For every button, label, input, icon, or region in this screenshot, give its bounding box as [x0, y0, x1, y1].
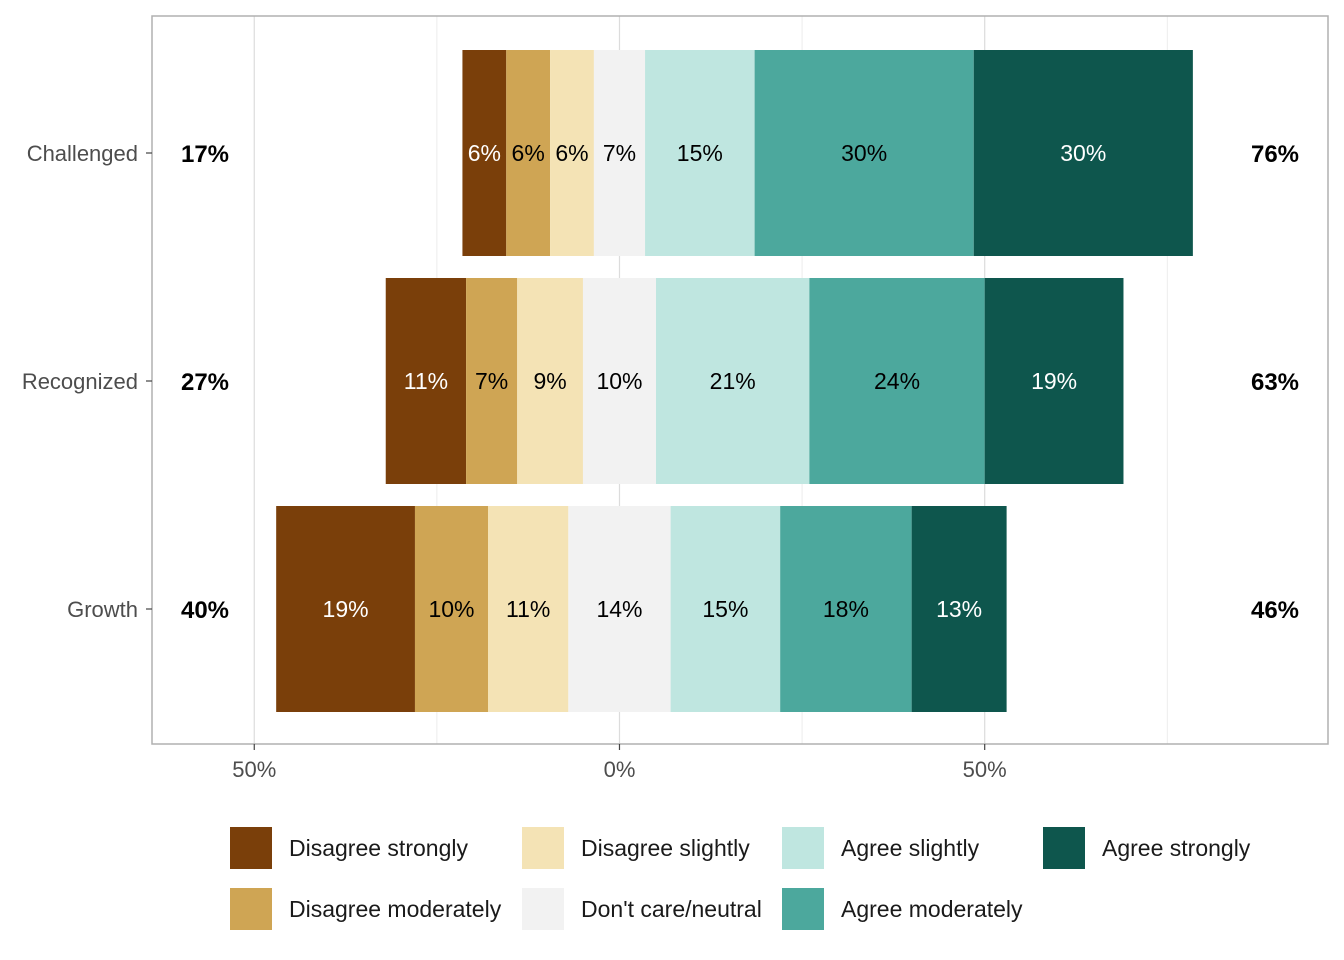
segment-value-label: 14%	[596, 596, 642, 622]
segment-value-label: 19%	[1031, 368, 1077, 394]
bar-segment	[414, 506, 488, 712]
y-tick-label: Growth	[67, 597, 138, 622]
bar-segment	[488, 506, 569, 712]
bar-segment	[466, 278, 518, 484]
bar-segment	[645, 50, 755, 256]
segment-value-label: 6%	[555, 140, 588, 166]
bar-segment	[550, 50, 594, 256]
bar-segment	[670, 506, 781, 712]
right-total-label: 46%	[1251, 597, 1299, 624]
segment-value-label: 15%	[702, 596, 748, 622]
left-total-label: 40%	[181, 597, 229, 624]
x-tick-label: 50%	[963, 757, 1007, 782]
axes: Challenged Recognized Growth 50% 0% 50%	[22, 15, 1329, 782]
bar-segment	[276, 506, 415, 712]
bar-segment	[754, 50, 974, 256]
segment-value-label: 30%	[841, 140, 887, 166]
segment-value-label: 10%	[428, 596, 474, 622]
right-total-label: 76%	[1251, 141, 1299, 168]
segment-value-label: 7%	[603, 140, 636, 166]
x-tick-label: 0%	[604, 757, 636, 782]
segment-value-label: 19%	[323, 596, 369, 622]
bar-segment	[984, 278, 1124, 484]
bar-segment	[517, 278, 583, 484]
bar-segment	[656, 278, 810, 484]
bar-segment	[568, 506, 671, 712]
bar-segment	[780, 506, 912, 712]
bars	[276, 50, 1193, 712]
segment-value-label: 6%	[512, 140, 545, 166]
left-total-label: 27%	[181, 369, 229, 396]
segment-value-label: 13%	[936, 596, 982, 622]
bar-segment	[506, 50, 551, 256]
segment-value-label: 11%	[404, 368, 448, 394]
bar-segment	[462, 50, 507, 256]
y-tick-label: Recognized	[22, 369, 138, 394]
segment-value-label: 24%	[874, 368, 920, 394]
segment-value-label: 6%	[468, 140, 501, 166]
value-labels: 6% 6% 6% 7% 15% 30% 30% 17% 76% 11% 7% 9% 10% 21% 24% 1…	[181, 140, 1299, 624]
bar-segment	[911, 506, 1007, 712]
segment-value-label: 15%	[677, 140, 723, 166]
segment-value-label: 9%	[533, 368, 566, 394]
x-tick-label: 50%	[232, 757, 276, 782]
y-tick-label: Challenged	[27, 141, 138, 166]
bar-segment	[593, 50, 646, 256]
bar-segment	[973, 50, 1193, 256]
segment-value-label: 10%	[596, 368, 642, 394]
right-total-label: 63%	[1251, 369, 1299, 396]
segment-value-label: 21%	[710, 368, 756, 394]
panel-border	[151, 15, 1329, 745]
segment-value-label: 18%	[823, 596, 869, 622]
segment-value-label: 7%	[475, 368, 508, 394]
segment-value-label: 11%	[506, 596, 550, 622]
bar-segment	[385, 278, 467, 484]
segment-value-label: 30%	[1060, 140, 1106, 166]
bar-segment	[582, 278, 656, 484]
bar-segment	[809, 278, 985, 484]
left-total-label: 17%	[181, 141, 229, 168]
